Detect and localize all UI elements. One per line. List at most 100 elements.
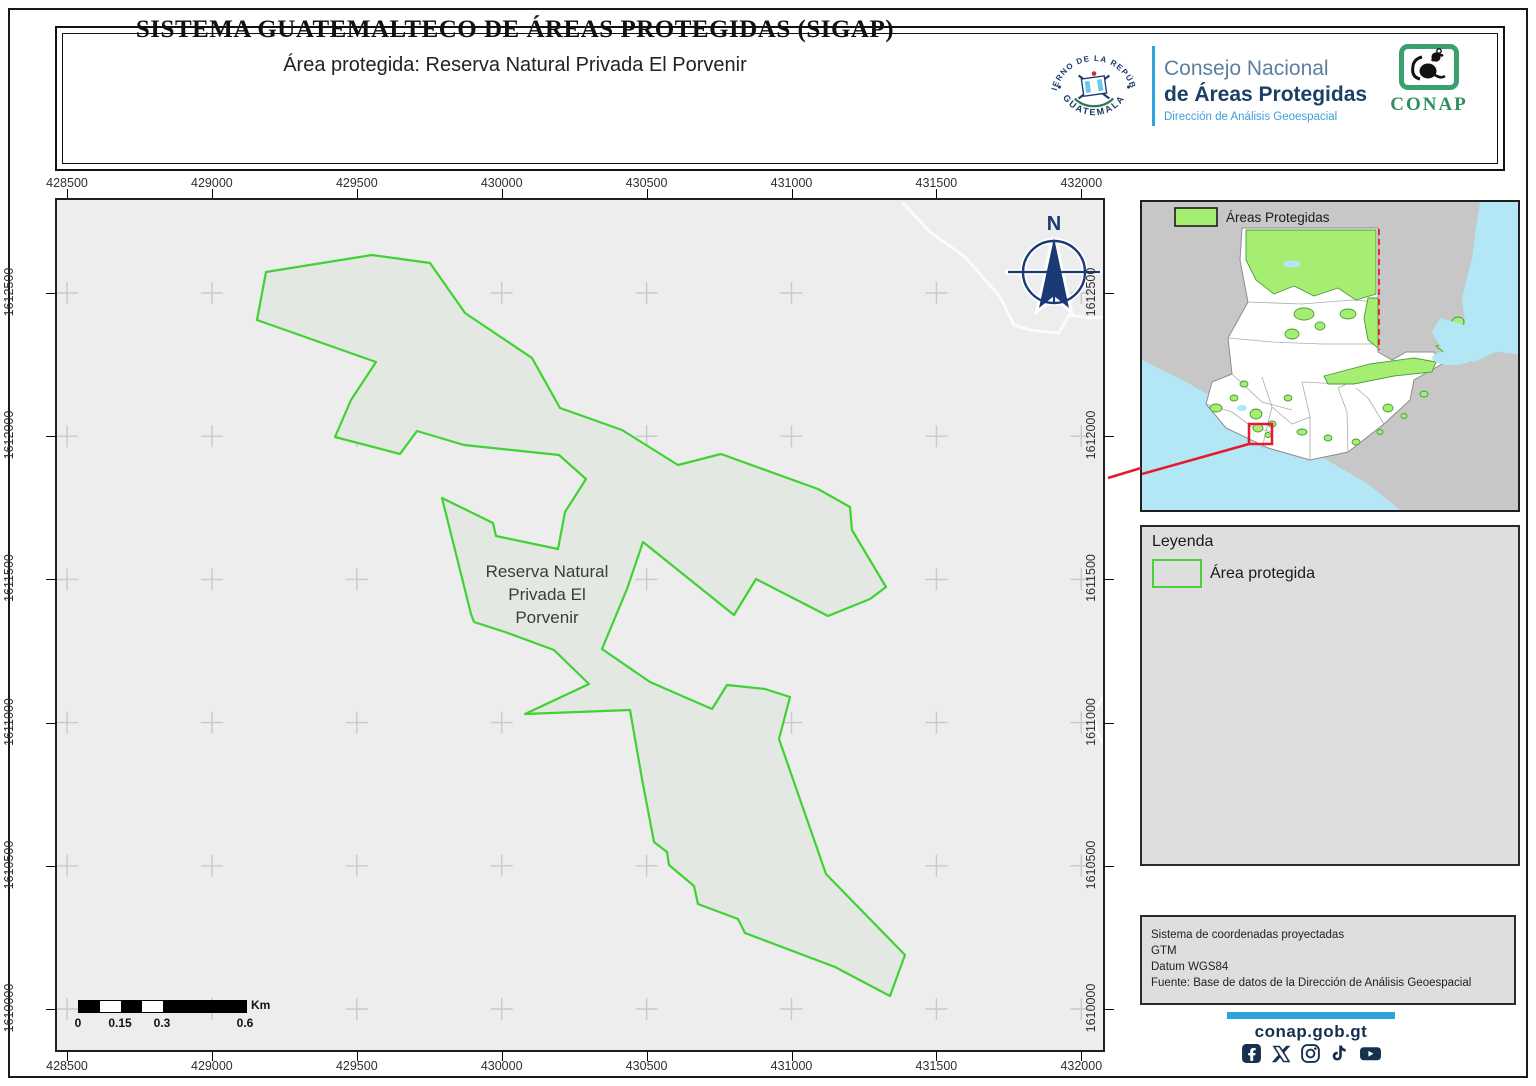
x-axis-tick-bottom xyxy=(356,1052,358,1061)
x-axis-label-top: 430500 xyxy=(625,176,668,190)
y-axis-label-right: 1611000 xyxy=(1084,697,1098,746)
youtube-icon xyxy=(1359,1043,1382,1064)
scale-bar-value: 0.15 xyxy=(108,1016,132,1030)
x-axis-label-top: 429500 xyxy=(335,176,378,190)
y-axis-tick-left xyxy=(46,865,55,867)
x-axis-label-top: 431000 xyxy=(770,176,813,190)
lake-atitlan xyxy=(1237,405,1247,411)
y-axis-label-left: 1610000 xyxy=(2,983,16,1033)
x-axis-label-bottom: 432000 xyxy=(1060,1059,1103,1073)
x-axis-label-top: 430000 xyxy=(480,176,523,190)
instagram-icon xyxy=(1300,1043,1321,1064)
facebook-icon xyxy=(1241,1043,1262,1064)
y-axis-tick-right xyxy=(1105,579,1114,581)
org-department: Dirección de Análisis Geoespacial xyxy=(1164,111,1338,123)
country-locator-map: Áreas Protegidas xyxy=(1140,200,1520,512)
x-axis-label-bottom: 431000 xyxy=(770,1059,813,1073)
x-axis-tick-top xyxy=(501,189,503,198)
x-axis-label-bottom: 430000 xyxy=(480,1059,523,1073)
footer-accent-bar xyxy=(1227,1012,1395,1019)
scale-bar-segments xyxy=(78,1000,247,1013)
y-axis-tick-left xyxy=(46,722,55,724)
x-axis-label-top: 429000 xyxy=(191,176,233,190)
main-map: N Reserva Natural Privada El Porvenir xyxy=(55,198,1105,1052)
y-axis-tick-left xyxy=(46,1009,55,1010)
website-url: conap.gob.gt xyxy=(1254,1022,1368,1041)
info-line: Sistema de coordenadas proyectadas xyxy=(1151,929,1345,941)
inset-legend-label: Áreas Protegidas xyxy=(1226,210,1330,225)
amatique-bay xyxy=(1432,318,1500,362)
scale-bar-unit: Km xyxy=(251,998,271,1012)
x-axis-tick-bottom xyxy=(211,1052,213,1061)
info-line: Fuente: Base de datos de la Dirección de… xyxy=(1151,977,1472,989)
y-axis-tick-left xyxy=(46,579,55,581)
page-title: SISTEMA GUATEMALTECO DE ÁREAS PROTEGIDAS… xyxy=(135,16,895,43)
y-axis-tick-right xyxy=(1105,722,1114,724)
government-seal-logo: GOBIERNO DE LA REPÚBLICA GUATEMALA xyxy=(1046,39,1137,118)
x-axis-tick-bottom xyxy=(791,1052,793,1061)
y-axis-tick-left xyxy=(46,436,55,438)
title-box-inner-border xyxy=(62,33,1498,164)
logo-divider xyxy=(1152,46,1155,126)
conap-logo: CONAP xyxy=(1383,44,1475,116)
lake-izabal xyxy=(1432,351,1472,365)
inset-legend-swatch xyxy=(1174,207,1218,227)
org-name-line2: de Áreas Protegidas xyxy=(1164,83,1368,106)
y-axis-tick-right xyxy=(1105,1009,1114,1010)
north-arrow: N xyxy=(1005,213,1103,316)
north-label: N xyxy=(1047,213,1061,235)
seal-emblem xyxy=(1073,71,1115,108)
x-axis-label-bottom: 429000 xyxy=(191,1059,233,1073)
protected-area-polygon xyxy=(255,253,907,998)
x-axis-label-top: 431500 xyxy=(915,176,958,190)
scale-bar-value: 0 xyxy=(74,1016,82,1030)
x-axis-tick-top xyxy=(67,189,68,198)
x-axis-tick-top xyxy=(791,189,793,198)
caribbean-sea xyxy=(1462,202,1518,354)
x-axis-label-bottom: 429500 xyxy=(335,1059,378,1073)
svg-text:GUATEMALA: GUATEMALA xyxy=(1061,93,1127,118)
y-axis-label-right: 1610000 xyxy=(1084,983,1098,1033)
y-axis-label-right: 1612000 xyxy=(1084,410,1098,460)
y-axis-tick-left xyxy=(46,293,55,294)
conap-wordmark: Consejo Nacional de Áreas Protegidas Dir… xyxy=(1164,57,1384,123)
tiktok-icon xyxy=(1330,1043,1350,1064)
x-axis-label-bottom: 430500 xyxy=(625,1059,668,1073)
x-axis-label-top: 428500 xyxy=(46,176,88,190)
x-axis-tick-bottom xyxy=(936,1052,938,1061)
y-axis-label-right: 1612500 xyxy=(1084,267,1098,317)
locator-rectangle xyxy=(1247,422,1274,446)
x-axis-tick-bottom xyxy=(1081,1052,1083,1061)
protected-area-swatch xyxy=(1152,559,1202,588)
y-axis-label-right: 1610500 xyxy=(1084,840,1098,890)
locator-leader-line xyxy=(1141,442,1250,476)
legend-panel: Leyenda Área protegida xyxy=(1140,525,1520,866)
x-axis-tick-top xyxy=(646,189,648,198)
x-icon xyxy=(1271,1044,1291,1064)
reserve-name-line2: Privada El xyxy=(508,585,586,604)
info-line: GTM xyxy=(1151,945,1177,957)
x-axis-label-bottom: 431500 xyxy=(915,1059,958,1073)
y-axis-label-left: 1610500 xyxy=(2,840,16,890)
y-axis-label-left: 1611500 xyxy=(2,554,16,603)
legend-title: Leyenda xyxy=(1152,533,1214,550)
y-axis-label-right: 1611500 xyxy=(1084,554,1098,603)
x-axis-label-bottom: 428500 xyxy=(46,1059,88,1073)
protected-areas-blobs xyxy=(1209,229,1465,446)
reserve-name-line1: Reserva Natural xyxy=(485,562,609,581)
legend-item-label: Área protegida xyxy=(1210,565,1315,582)
x-axis-tick-bottom xyxy=(501,1052,503,1061)
page-subtitle: Área protegida: Reserva Natural Privada … xyxy=(283,54,747,76)
lake-peten-itza xyxy=(1283,260,1301,268)
scale-bar-value: 0.6 xyxy=(236,1016,254,1030)
y-axis-label-left: 1612500 xyxy=(2,267,16,317)
road-lines xyxy=(900,200,1103,747)
y-axis-tick-right xyxy=(1105,865,1114,867)
x-axis-tick-top xyxy=(1081,189,1083,198)
reserve-name-line3: Porvenir xyxy=(515,608,579,627)
x-axis-tick-top xyxy=(936,189,938,198)
y-axis-label-left: 1612000 xyxy=(2,410,16,460)
reserve-name-label: Reserva Natural Privada El Porvenir xyxy=(455,560,639,629)
x-axis-tick-top xyxy=(211,189,213,198)
